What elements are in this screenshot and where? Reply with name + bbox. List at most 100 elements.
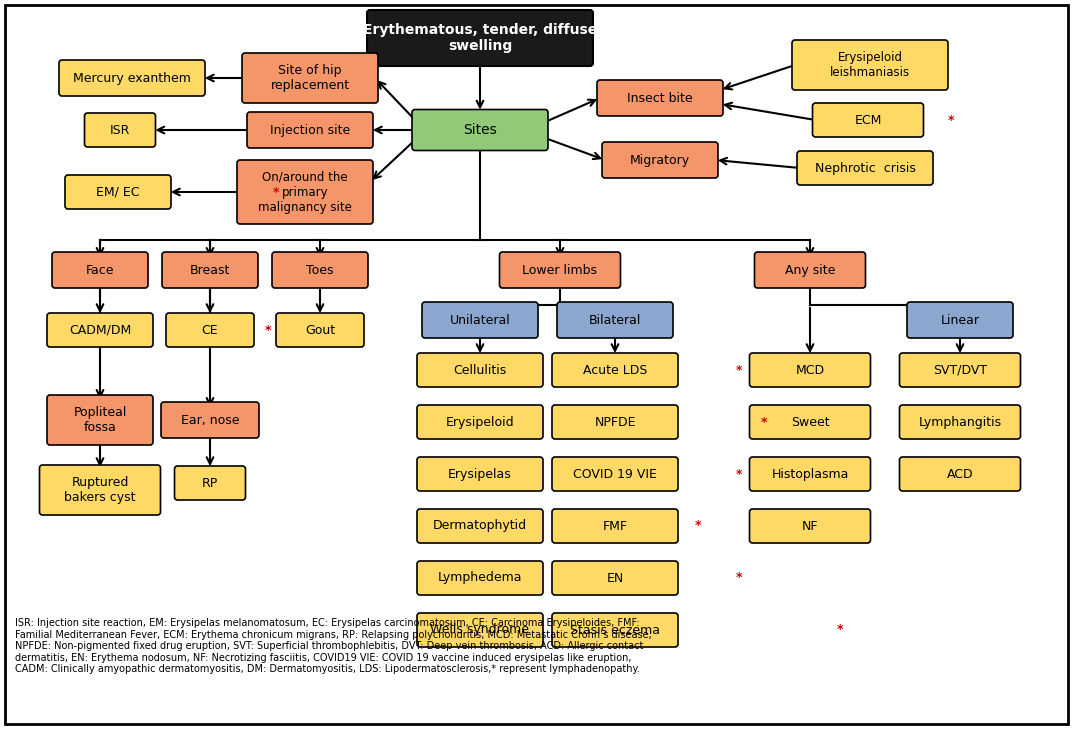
Text: On/around the
primary
malignancy site: On/around the primary malignancy site — [259, 171, 352, 214]
FancyBboxPatch shape — [65, 175, 171, 209]
Text: Migratory: Migratory — [630, 154, 690, 166]
FancyBboxPatch shape — [500, 252, 620, 288]
Text: SVT/DVT: SVT/DVT — [932, 364, 987, 376]
FancyBboxPatch shape — [792, 40, 949, 90]
FancyBboxPatch shape — [750, 353, 870, 387]
Text: MCD: MCD — [795, 364, 824, 376]
Text: Sites: Sites — [464, 123, 497, 137]
Text: *: * — [736, 572, 743, 585]
Text: Erythematous, tender, diffuse
swelling: Erythematous, tender, diffuse swelling — [363, 23, 598, 53]
FancyBboxPatch shape — [552, 509, 678, 543]
Text: Mercury exanthem: Mercury exanthem — [73, 71, 191, 85]
Text: CE: CE — [202, 324, 218, 337]
FancyBboxPatch shape — [242, 53, 378, 103]
Text: Nephrotic  crisis: Nephrotic crisis — [814, 162, 915, 174]
FancyBboxPatch shape — [557, 302, 673, 338]
FancyBboxPatch shape — [166, 313, 254, 347]
Text: EM/ EC: EM/ EC — [97, 185, 139, 198]
Text: Insect bite: Insect bite — [628, 92, 693, 104]
FancyBboxPatch shape — [161, 402, 259, 438]
FancyBboxPatch shape — [750, 457, 870, 491]
FancyBboxPatch shape — [247, 112, 373, 148]
FancyBboxPatch shape — [750, 405, 870, 439]
Text: *: * — [837, 623, 843, 636]
Text: Ear, nose: Ear, nose — [180, 413, 239, 426]
FancyBboxPatch shape — [552, 613, 678, 647]
FancyBboxPatch shape — [417, 613, 543, 647]
FancyBboxPatch shape — [899, 353, 1020, 387]
Text: *: * — [274, 185, 280, 198]
Text: COVID 19 VIE: COVID 19 VIE — [573, 467, 657, 480]
FancyBboxPatch shape — [412, 109, 548, 150]
Text: Cellulitis: Cellulitis — [454, 364, 506, 376]
Text: *: * — [947, 114, 954, 127]
Text: Ruptured
bakers cyst: Ruptured bakers cyst — [64, 476, 136, 504]
FancyBboxPatch shape — [59, 60, 205, 96]
Text: ECM: ECM — [854, 114, 882, 127]
FancyBboxPatch shape — [422, 302, 538, 338]
Text: ACD: ACD — [946, 467, 973, 480]
Text: FMF: FMF — [603, 520, 628, 532]
FancyBboxPatch shape — [907, 302, 1013, 338]
FancyBboxPatch shape — [797, 151, 934, 185]
FancyBboxPatch shape — [812, 103, 924, 137]
FancyBboxPatch shape — [52, 252, 148, 288]
Text: Any site: Any site — [784, 263, 835, 276]
FancyBboxPatch shape — [40, 465, 161, 515]
FancyBboxPatch shape — [417, 457, 543, 491]
FancyBboxPatch shape — [597, 80, 723, 116]
Text: Unilateral: Unilateral — [450, 313, 511, 327]
Text: NF: NF — [802, 520, 819, 532]
Text: Lower limbs: Lower limbs — [523, 263, 598, 276]
FancyBboxPatch shape — [750, 509, 870, 543]
FancyBboxPatch shape — [417, 405, 543, 439]
FancyBboxPatch shape — [899, 457, 1020, 491]
FancyBboxPatch shape — [276, 313, 364, 347]
FancyBboxPatch shape — [417, 509, 543, 543]
FancyBboxPatch shape — [899, 405, 1020, 439]
Text: Linear: Linear — [941, 313, 980, 327]
FancyBboxPatch shape — [552, 353, 678, 387]
FancyBboxPatch shape — [552, 561, 678, 595]
FancyBboxPatch shape — [175, 466, 246, 500]
Text: Bilateral: Bilateral — [589, 313, 642, 327]
Text: *: * — [264, 324, 270, 337]
Text: EN: EN — [606, 572, 623, 585]
FancyBboxPatch shape — [552, 457, 678, 491]
Text: *: * — [736, 364, 743, 376]
FancyBboxPatch shape — [85, 113, 156, 147]
Text: *: * — [694, 520, 701, 532]
Text: CADM/DM: CADM/DM — [69, 324, 131, 337]
FancyBboxPatch shape — [47, 395, 153, 445]
FancyBboxPatch shape — [602, 142, 718, 178]
FancyBboxPatch shape — [417, 353, 543, 387]
FancyBboxPatch shape — [162, 252, 258, 288]
Text: Injection site: Injection site — [270, 123, 350, 136]
FancyBboxPatch shape — [417, 561, 543, 595]
Text: Stasis eczema: Stasis eczema — [570, 623, 660, 636]
FancyBboxPatch shape — [237, 160, 373, 224]
Text: Face: Face — [86, 263, 114, 276]
Text: Sweet: Sweet — [791, 416, 829, 429]
Text: ISR: ISR — [109, 123, 130, 136]
Text: Site of hip
replacement: Site of hip replacement — [270, 64, 350, 92]
Text: Erysipeloid
leishmaniasis: Erysipeloid leishmaniasis — [829, 51, 910, 79]
Text: Dermatophytid: Dermatophytid — [432, 520, 527, 532]
Text: Histoplasma: Histoplasma — [771, 467, 849, 480]
FancyBboxPatch shape — [47, 313, 153, 347]
Text: ISR: Injection site reaction, EM: Erysipelas melanomatosum, EC: Erysipelas carci: ISR: Injection site reaction, EM: Erysip… — [15, 618, 651, 674]
Text: NPFDE: NPFDE — [594, 416, 635, 429]
Text: RP: RP — [202, 477, 218, 489]
Text: Gout: Gout — [305, 324, 335, 337]
Text: Toes: Toes — [306, 263, 334, 276]
Text: Lymphangitis: Lymphangitis — [918, 416, 1001, 429]
Text: Popliteal
fossa: Popliteal fossa — [73, 406, 127, 434]
Text: *: * — [761, 416, 767, 429]
Text: Wells syndrome: Wells syndrome — [430, 623, 529, 636]
Text: *: * — [736, 467, 743, 480]
Text: Breast: Breast — [190, 263, 231, 276]
FancyBboxPatch shape — [271, 252, 368, 288]
FancyBboxPatch shape — [367, 10, 593, 66]
FancyBboxPatch shape — [552, 405, 678, 439]
Text: Erysipeloid: Erysipeloid — [445, 416, 514, 429]
